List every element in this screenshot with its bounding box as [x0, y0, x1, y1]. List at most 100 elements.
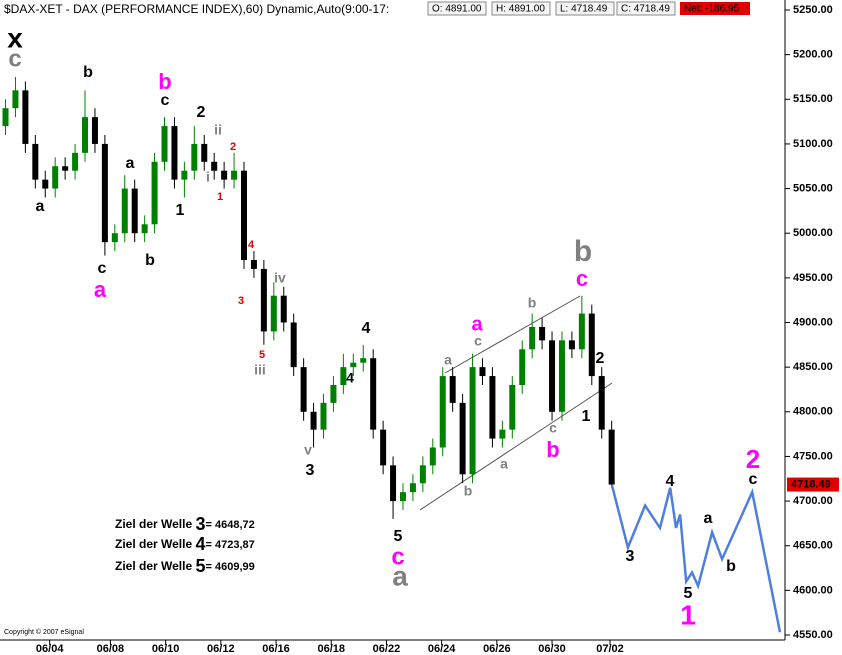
y-tick-label: 4650.00: [793, 540, 833, 552]
candle-body: [181, 170, 188, 180]
candle-body: [12, 90, 19, 109]
candle-body: [588, 313, 595, 377]
wave-label: b: [546, 437, 559, 462]
net-box: [680, 2, 750, 15]
candle-body: [250, 260, 257, 269]
candle-body: [161, 126, 168, 162]
candle-body: [310, 411, 317, 430]
candle-body: [608, 429, 615, 485]
wave-label: c: [8, 45, 21, 72]
candle-body: [489, 376, 496, 439]
candle-body: [191, 143, 198, 171]
candle-body: [231, 170, 238, 180]
candle-body: [201, 143, 208, 162]
candle-body: [509, 385, 516, 430]
wave-label: a: [444, 352, 452, 368]
wave-label: v: [304, 442, 312, 458]
quote-box: [427, 1, 487, 16]
candle-body: [42, 179, 49, 189]
wave-label: c: [474, 333, 482, 349]
candle-body: [519, 349, 526, 385]
wave-label: 1: [582, 408, 591, 425]
target-value: = 4723,87: [206, 539, 255, 551]
wave-label: a: [392, 560, 408, 591]
wave-label: a: [704, 510, 713, 527]
y-tick-label: 4850.00: [793, 361, 833, 373]
candle-body: [539, 326, 546, 341]
wave-label: 3: [238, 295, 244, 307]
y-tick-label: 5200.00: [793, 49, 833, 61]
target-value: = 4609,99: [206, 561, 255, 573]
wave-label: 4: [346, 370, 354, 386]
candle-body: [290, 322, 297, 368]
last-price-box: [787, 477, 839, 492]
candle-body: [22, 90, 29, 144]
wave-label: 1: [680, 599, 696, 630]
candle-body: [300, 367, 307, 412]
target-value: = 4648,72: [206, 519, 255, 531]
candle-body: [598, 376, 605, 430]
candle-body: [211, 161, 218, 171]
candle-body: [499, 429, 506, 439]
wave-label: c: [749, 471, 758, 488]
target-wave: 5: [195, 556, 205, 576]
wave-label: 3: [626, 548, 635, 565]
quote-box: [491, 1, 551, 16]
net-text: Net: -186.95: [684, 4, 739, 15]
wave-label: 1: [176, 202, 185, 219]
candle-body: [479, 367, 486, 377]
quote-text: L: 4718.49: [560, 4, 608, 15]
candle-body: [380, 429, 387, 466]
wave-label: 2: [596, 350, 605, 367]
candle-body: [350, 362, 357, 368]
wave-label: c: [549, 420, 557, 436]
candle-body: [2, 108, 9, 127]
wave-label: 5: [394, 528, 403, 545]
target-label: Ziel der Welle: [115, 517, 195, 531]
candle-body: [399, 492, 406, 502]
candle-body: [360, 358, 367, 363]
last-price: 4718.49: [791, 478, 831, 490]
wave-label: b: [574, 235, 592, 268]
candle-body: [320, 402, 327, 430]
target-wave: 4: [195, 534, 205, 554]
candle-body: [91, 117, 98, 144]
wave-label: b: [83, 64, 93, 81]
y-tick-label: 4550.00: [793, 629, 833, 641]
wave-label: b: [145, 252, 155, 269]
candle-body: [270, 295, 277, 332]
target-text: Ziel der Welle 4= 4723,87: [115, 534, 255, 554]
candle-body: [409, 483, 416, 493]
quote-bar: O: 4891.00 H: 4891.00 L: 4718.49 C: 4718.49…: [427, 1, 750, 16]
candle-body: [121, 188, 128, 234]
target-text: Ziel der Welle 5= 4609,99: [115, 556, 255, 576]
y-tick-label: 4950.00: [793, 272, 833, 284]
header-title: $DAX-XET - DAX (PERFORMANCE INDEX),60) D…: [4, 2, 389, 16]
candle-body: [469, 367, 476, 475]
candle-body: [529, 326, 536, 350]
wave-label: 2: [230, 141, 236, 153]
x-tick-label: 06/16: [262, 643, 290, 655]
copyright: Copyright © 2007 eSignal: [4, 628, 84, 636]
target-wave: 3: [195, 514, 205, 534]
wave-label: 5: [684, 585, 693, 602]
wave-label: c: [98, 260, 107, 277]
wave-label: x: [7, 22, 23, 53]
candle-body: [32, 143, 39, 180]
candle-body: [340, 367, 347, 385]
wave-label: c: [391, 543, 404, 570]
wave-label: 4: [362, 320, 371, 337]
candle-body: [221, 170, 228, 180]
quote-text: O: 4891.00: [432, 4, 482, 15]
candle-body: [151, 161, 158, 225]
candle-body: [390, 465, 397, 502]
candle-body: [449, 376, 456, 403]
x-tick-label: 06/10: [152, 643, 180, 655]
y-tick-label: 5050.00: [793, 182, 833, 194]
wave-label: i: [206, 169, 210, 185]
quote-text: H: 4891.00: [496, 4, 545, 15]
x-tick-label: 07/02: [596, 643, 624, 655]
y-tick-label: 4900.00: [793, 316, 833, 328]
